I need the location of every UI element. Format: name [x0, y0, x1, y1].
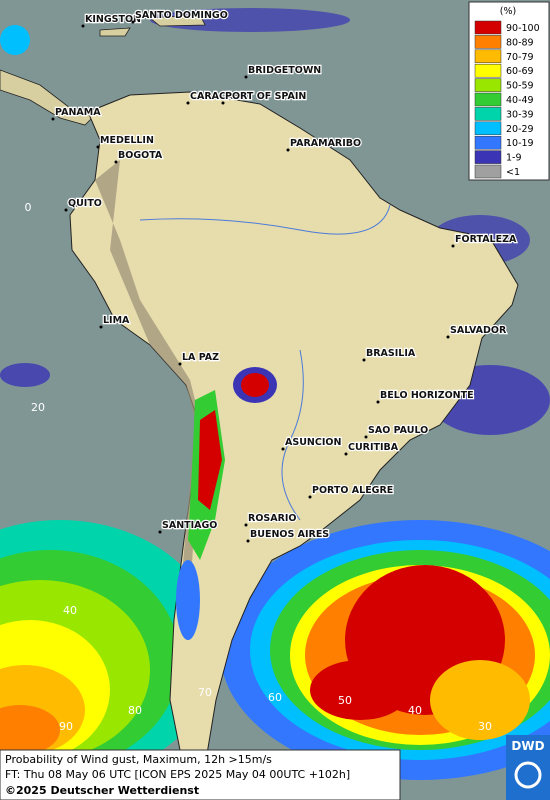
legend-label: 40-49 [506, 95, 534, 106]
city-dot [51, 117, 55, 121]
city-dot [81, 24, 85, 28]
city-label: BUENOS AIRES [250, 529, 329, 540]
latitude-label: 0 [25, 201, 32, 214]
longitude-label: 40 [408, 704, 422, 717]
legend-label: 20-29 [506, 124, 534, 135]
logo: DWD [511, 739, 544, 753]
city-dot [281, 447, 285, 451]
longitude-label: 30 [478, 720, 492, 733]
central-america [0, 69, 96, 126]
city-dot [362, 358, 366, 362]
legend-label: 90-100 [506, 23, 540, 34]
city-label: CARACAS [190, 91, 240, 102]
legend: (%) 90-100 80-89 70-79 60-69 50-59 40-49 30-39… [468, 1, 550, 181]
city-label: KINGSTON [85, 14, 141, 25]
legend-swatch [474, 35, 502, 49]
city-label: SAO PAULO [368, 425, 428, 436]
city-dot [64, 208, 68, 212]
city-label: BOGOTA [118, 150, 163, 161]
wind-cores-land [176, 367, 277, 640]
legend-label: 50-59 [506, 81, 534, 92]
city-label: PANAMA [55, 107, 101, 118]
legend-swatch [474, 107, 502, 121]
legend-swatch [474, 164, 502, 179]
city-dot [244, 75, 248, 79]
city-label: BRIDGETOWN [248, 65, 321, 76]
city-label: PARAMARIBO [290, 138, 361, 149]
footer-title: Probability of Wind gust, Maximum, 12h >… [5, 753, 272, 766]
andes [95, 160, 200, 620]
legend-label: 70-79 [506, 52, 534, 63]
city-dot [376, 400, 380, 404]
city-label: CURITIBA [348, 442, 399, 453]
city-dot [131, 20, 135, 24]
longitude-label: 60 [268, 691, 282, 704]
city-dot [244, 523, 248, 527]
city-label: SANTO DOMINGO [135, 10, 228, 21]
city-dot [364, 435, 368, 439]
longitude-label: 50 [338, 694, 352, 707]
legend-swatch [474, 121, 502, 136]
city-dot [96, 145, 100, 149]
city-dot [114, 160, 118, 164]
legend-swatch [474, 150, 502, 164]
legend-label: 30-39 [506, 109, 534, 120]
city-label: BELO HORIZONTE [380, 390, 474, 401]
city-label: ASUNCION [285, 437, 341, 448]
legend-swatch [474, 135, 502, 150]
islands [99, 14, 206, 37]
logo-swirl [514, 761, 542, 789]
legend-label: 80-89 [506, 37, 534, 48]
legend-swatch [474, 49, 502, 64]
probability-field [0, 8, 550, 780]
legend-title: (%) [500, 6, 516, 17]
city-dot [246, 539, 250, 543]
city-dot [451, 244, 455, 248]
city-label: QUITO [68, 198, 102, 209]
footer-box [0, 749, 401, 800]
city-dot [178, 362, 182, 366]
city-dot [286, 148, 290, 152]
footer-forecast: FT: Thu 08 May 06 UTC [ICON EPS 2025 May… [5, 768, 350, 781]
city-label: LIMA [103, 315, 130, 326]
city-label: LA PAZ [182, 352, 219, 363]
rivers [139, 204, 391, 521]
legend-swatch [474, 92, 502, 107]
city-dot [344, 452, 348, 456]
longitude-label: 80 [128, 704, 142, 717]
city-dot [221, 101, 225, 105]
latitude-label: 20 [31, 401, 45, 414]
city-label: BRASILIA [366, 348, 416, 359]
city-label: FORTALEZA [455, 234, 517, 245]
longitude-label: 90 [59, 720, 73, 733]
legend-label: 60-69 [506, 66, 534, 77]
legend-swatch [474, 63, 502, 78]
legend-label: <1 [506, 167, 520, 178]
city-dot [308, 495, 312, 499]
city-label: SANTIAGO [162, 520, 217, 531]
footer-copyright: ©2025 Deutscher Wetterdienst [5, 784, 199, 797]
city-dot [446, 335, 450, 339]
logo-box [506, 735, 550, 800]
city-label: ROSARIO [248, 513, 297, 524]
city-label: MEDELLIN [100, 135, 154, 146]
city-dot [186, 101, 190, 105]
city-label: SALVADOR [450, 325, 507, 336]
legend-label: 10-19 [506, 138, 534, 149]
latitude-label: 40 [63, 604, 77, 617]
city-label: PORT OF SPAIN [225, 91, 306, 102]
city-label: PORTO ALEGRE [312, 485, 393, 496]
legend-swatch [474, 20, 502, 35]
legend-label: 1-9 [506, 153, 522, 164]
longitude-label: 70 [198, 686, 212, 699]
city-dot [99, 325, 103, 329]
legend-swatch [474, 78, 502, 92]
city-dot [158, 530, 162, 534]
